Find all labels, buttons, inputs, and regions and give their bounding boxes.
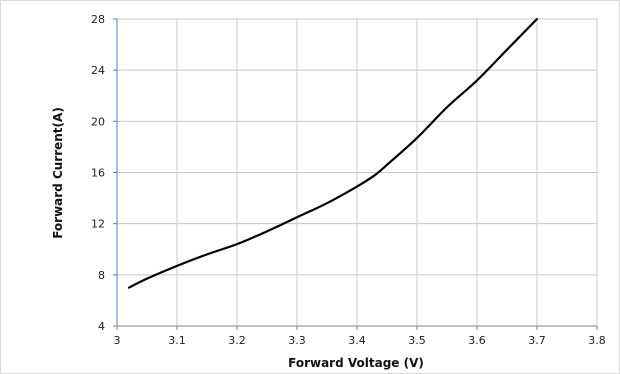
y-tick-label: 20 xyxy=(91,115,105,128)
x-tick-labels: 3 3.1 3.2 3.3 3.4 3.5 3.6 3.7 3.8 xyxy=(114,334,606,347)
y-tick-labels: 4 8 12 16 20 24 28 xyxy=(91,13,105,333)
x-tick-label: 3.6 xyxy=(468,334,486,347)
y-tick-label: 28 xyxy=(91,13,105,26)
axes xyxy=(113,18,598,330)
gridlines xyxy=(117,18,598,326)
y-tick-label: 24 xyxy=(91,64,105,77)
x-tick-label: 3.5 xyxy=(408,334,426,347)
y-tick-label: 12 xyxy=(91,218,105,231)
y-tick-label: 8 xyxy=(98,269,105,282)
y-axis-title: Forward Current(A) xyxy=(51,107,65,239)
y-tick-label: 16 xyxy=(91,167,105,180)
series-line xyxy=(127,17,539,289)
x-tick-label: 3.2 xyxy=(228,334,246,347)
x-tick-label: 3.3 xyxy=(288,334,306,347)
y-tick-label: 4 xyxy=(98,320,105,333)
x-tick-label: 3.4 xyxy=(348,334,366,347)
x-tick-label: 3.7 xyxy=(528,334,546,347)
x-axis-title: Forward Voltage (V) xyxy=(288,356,424,370)
x-tick-label: 3.8 xyxy=(588,334,606,347)
x-tick-label: 3.1 xyxy=(168,334,186,347)
x-tick-label: 3 xyxy=(114,334,121,347)
series-group xyxy=(127,17,539,289)
